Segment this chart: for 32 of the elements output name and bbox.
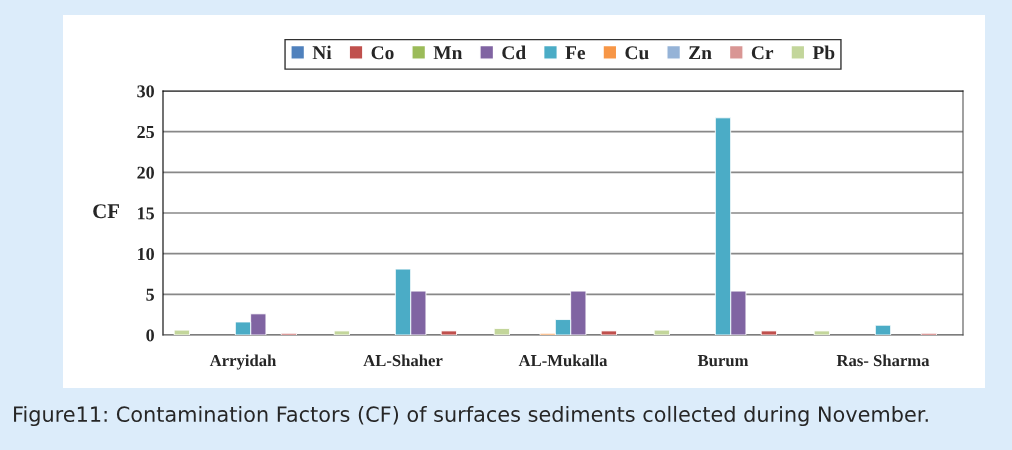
legend-label: Cu — [625, 46, 649, 60]
x-tick-label: Ras- Sharma — [836, 354, 930, 367]
y-tick-label: 5 — [146, 288, 155, 301]
legend-label: Ni — [312, 45, 332, 60]
bar — [600, 330, 617, 335]
y-tick-label: 25 — [137, 125, 155, 139]
y-axis-title: CF — [93, 204, 119, 219]
bar — [440, 330, 457, 335]
y-tick-label: 20 — [137, 166, 154, 179]
legend-label: Co — [371, 46, 394, 60]
x-tick-label: Arryidah — [209, 354, 277, 370]
legend-label: Cr — [751, 46, 774, 60]
x-tick-label: AL-Shaher — [363, 354, 443, 367]
y-tick-label: 30 — [137, 85, 154, 98]
bar — [173, 329, 190, 335]
bar — [760, 330, 777, 335]
legend-label: Zn — [689, 46, 712, 60]
y-tick-label: 15 — [138, 207, 155, 220]
bar — [874, 324, 892, 335]
x-tick-label: AL-Mukalla — [518, 354, 608, 367]
x-tick-label: Burum — [697, 355, 749, 367]
bar — [653, 329, 670, 335]
bar — [493, 328, 510, 335]
legend-label: Cd — [502, 45, 526, 60]
legend-label: Mn — [433, 46, 463, 60]
y-tick-label: 10 — [138, 247, 154, 261]
bar — [813, 330, 830, 335]
caption: Figure11: Contamination Factors (CF) of surfaces sediments collected during November. — [14, 405, 928, 427]
bar — [333, 330, 350, 335]
y-tick-label: 0 — [146, 329, 154, 342]
legend-label: Pb — [812, 45, 835, 60]
legend-label: Fe — [565, 46, 586, 60]
